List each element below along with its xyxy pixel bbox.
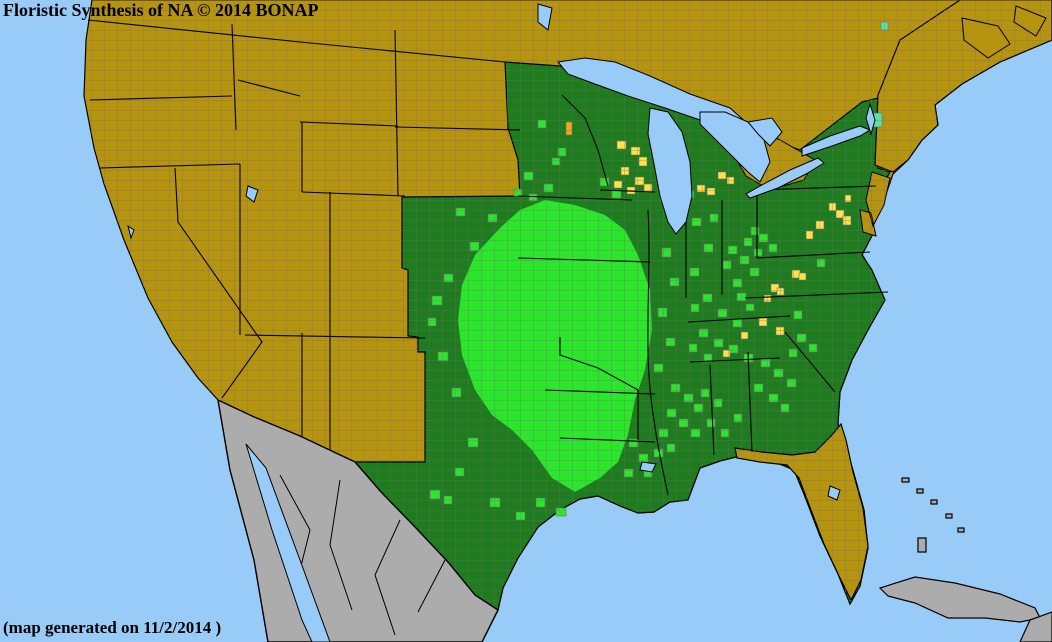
lake-winnipeg bbox=[537, 3, 553, 31]
caribbean-islands bbox=[878, 477, 1052, 642]
cape-breton bbox=[1013, 5, 1047, 37]
georgian-bay bbox=[747, 117, 783, 147]
hispaniola bbox=[1019, 611, 1052, 642]
state-borders bbox=[87, 19, 889, 496]
mexico-region bbox=[217, 398, 499, 642]
lake-huron bbox=[699, 111, 771, 183]
atlantic-canada-islands bbox=[961, 5, 1047, 59]
lake-okeechobee bbox=[827, 485, 841, 501]
map-generated-note: (map generated on 11/2/2014 ) bbox=[3, 618, 222, 637]
nova-scotia bbox=[961, 17, 1011, 59]
lake-erie bbox=[745, 157, 825, 199]
lake-pontchartrain bbox=[639, 461, 657, 473]
great-salt-lake bbox=[245, 185, 259, 203]
lake-michigan bbox=[647, 107, 693, 235]
lake-champlain bbox=[865, 102, 876, 136]
bahamas bbox=[901, 477, 965, 553]
great-lakes bbox=[127, 3, 876, 501]
gulf-of-california bbox=[245, 443, 331, 642]
map-title: Floristic Synthesis of NA © 2014 BONAP bbox=[3, 0, 319, 20]
lake-ontario bbox=[801, 125, 872, 157]
pyramid-lake bbox=[127, 224, 135, 240]
